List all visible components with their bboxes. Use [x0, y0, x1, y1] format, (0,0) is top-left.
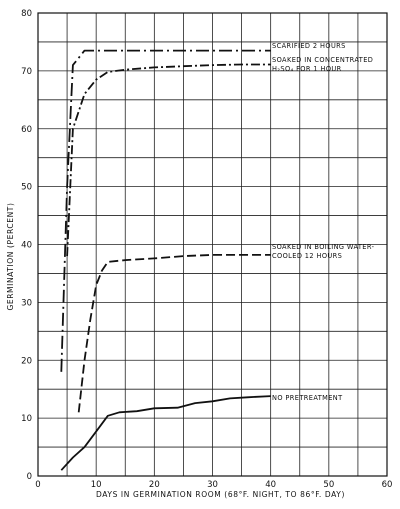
- y-tick-label: 50: [21, 183, 32, 193]
- annotation-label-1: SCARIFIED 2 HOURS: [272, 42, 346, 50]
- y-tick-label: 80: [21, 9, 32, 19]
- x-tick-label: 20: [149, 480, 160, 490]
- annotations: SCARIFIED 2 HOURS SOAKED IN CONCENTRATED H…: [272, 42, 375, 402]
- y-tick-label: 30: [21, 298, 32, 308]
- series-line-4: [60, 395, 271, 471]
- grid: [38, 13, 387, 476]
- x-tick-label: 10: [91, 480, 102, 490]
- plot-frame: [37, 12, 388, 477]
- y-tick-label: 10: [21, 414, 32, 424]
- annotation-label-2: SOAKED IN CONCENTRATED H₂SO₄ FOR 1 HOUR: [272, 56, 373, 73]
- y-tick-labels: 0 10 20 30 40 50 60 70 80: [21, 9, 32, 482]
- series-line-1: [60, 49, 271, 372]
- x-tick-label: 50: [323, 480, 334, 490]
- x-tick-label: 40: [265, 480, 276, 490]
- x-tick-label: 30: [207, 480, 218, 490]
- data-series: [60, 49, 271, 471]
- y-tick-label: 20: [21, 356, 32, 366]
- x-tick-label: 60: [382, 480, 393, 490]
- series-line-2: [66, 63, 271, 257]
- annotation-label-4: NO PRETREATMENT: [272, 394, 343, 402]
- y-tick-label: 40: [21, 241, 32, 251]
- x-tick-labels: 0 10 20 30 40 50 60: [35, 480, 392, 490]
- y-axis-title: GERMINATION (PERCENT): [6, 202, 15, 310]
- annotation-label-3: SOAKED IN BOILING WATER-COOLED 12 HOURS: [272, 243, 375, 260]
- series-line-3: [77, 253, 271, 413]
- y-tick-label: 70: [21, 67, 32, 77]
- y-tick-label: 0: [27, 472, 32, 482]
- x-axis-title: DAYS IN GERMINATION ROOM (68°F. NIGHT, T…: [96, 490, 345, 499]
- x-tick-label: 0: [35, 480, 40, 490]
- y-tick-label: 60: [21, 125, 32, 135]
